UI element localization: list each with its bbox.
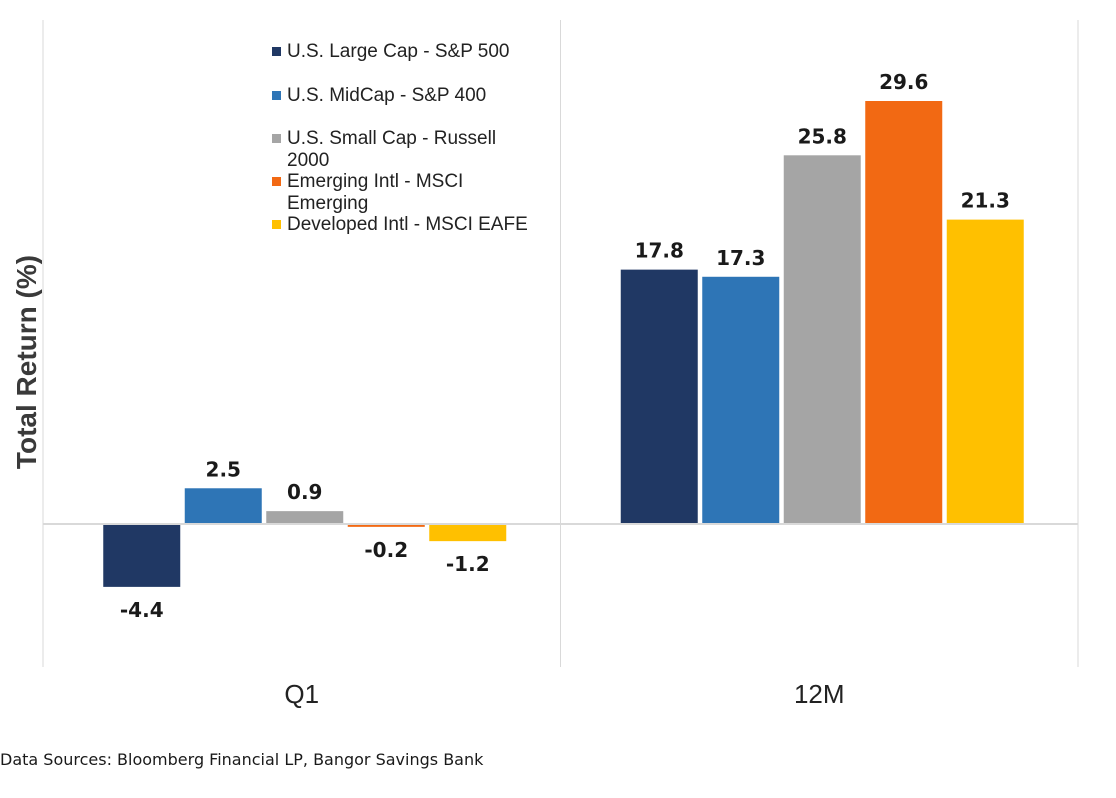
data-label: -0.2 [364, 538, 408, 562]
bar-12m-series-5 [946, 219, 1024, 524]
bar-12m-series-2 [702, 276, 780, 524]
x-tick-label: Q1 [284, 679, 319, 709]
bar-q1-series-3 [266, 511, 344, 524]
legend-label: Developed Intl - MSCI EAFE [287, 214, 528, 235]
legend-label: U.S. Large Cap - S&P 500 [287, 41, 510, 62]
legend-swatch [272, 220, 281, 229]
legend-swatch [272, 177, 281, 186]
legend-label: Emerging Intl - MSCI [287, 171, 463, 192]
y-axis-label: Total Return (%) [11, 255, 42, 469]
data-label: 17.3 [716, 246, 765, 270]
legend-swatch [272, 91, 281, 100]
legend-label: U.S. Small Cap - Russell [287, 128, 496, 149]
bar-12m-series-4 [865, 101, 943, 524]
bar-12m-series-1 [620, 269, 698, 524]
legend-label: 2000 [287, 150, 329, 171]
data-label: 0.9 [287, 480, 322, 504]
data-label: 29.6 [879, 70, 928, 94]
x-tick-label: 12M [794, 679, 845, 709]
legend-label: U.S. MidCap - S&P 400 [287, 85, 486, 106]
legend-swatch [272, 134, 281, 143]
bar-q1-series-4 [347, 524, 425, 527]
source-note: Data Sources: Bloomberg Financial LP, Ba… [0, 750, 484, 769]
data-label: 21.3 [961, 189, 1010, 213]
data-label: -1.2 [446, 552, 490, 576]
legend-label: Emerging [287, 193, 368, 214]
bar-q1-series-2 [184, 488, 262, 524]
data-label: 25.8 [798, 124, 847, 148]
bar-12m-series-3 [783, 155, 861, 524]
data-label: 17.8 [635, 239, 684, 263]
bar-q1-series-1 [103, 524, 181, 587]
data-label: 2.5 [206, 457, 241, 481]
bar-q1-series-5 [429, 524, 507, 542]
legend-swatch [272, 47, 281, 56]
data-label: -4.4 [120, 598, 164, 622]
